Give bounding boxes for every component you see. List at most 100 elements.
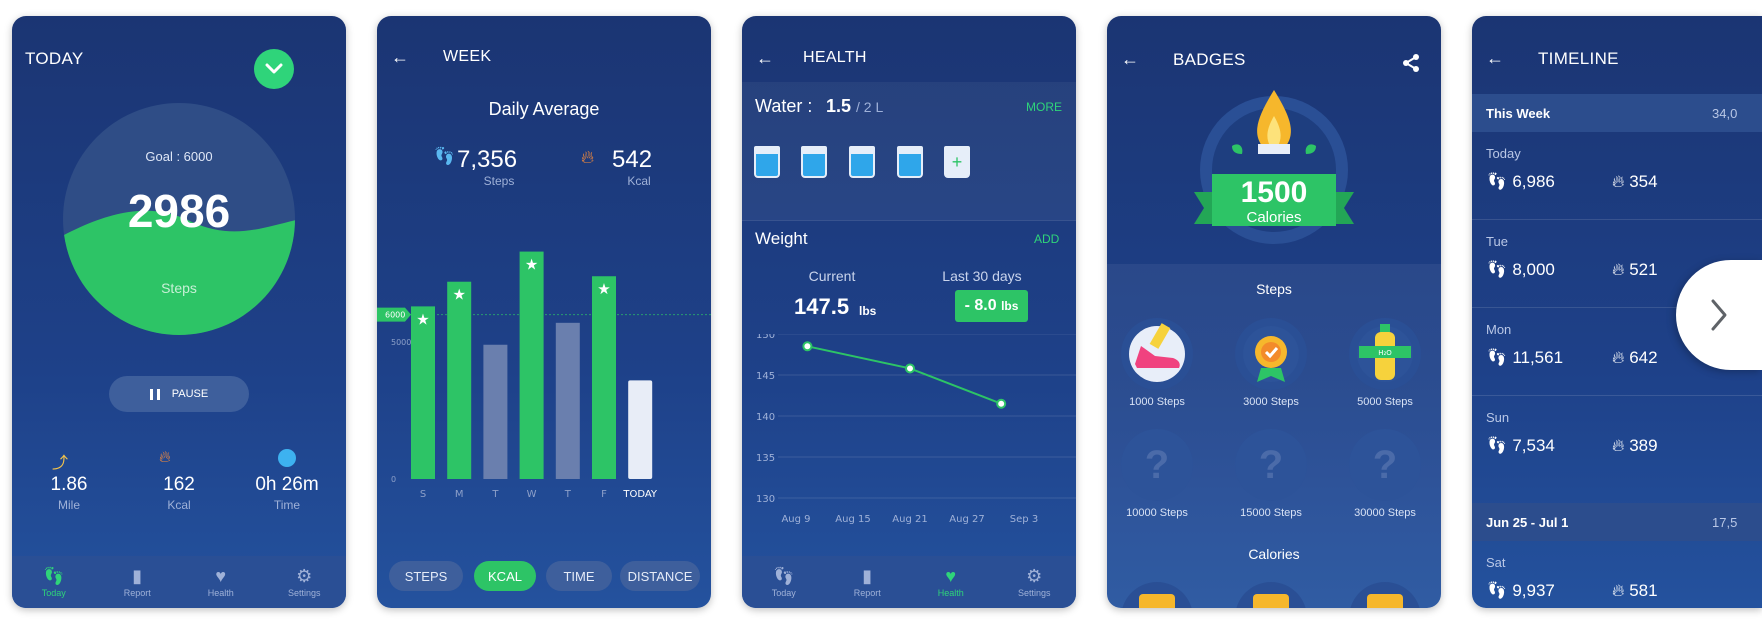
timeline-row[interactable]: Sat 👣︎ 9,937 🔥︎ 581 xyxy=(1472,541,1762,608)
water-glass-full-icon[interactable] xyxy=(897,146,923,178)
distance-icon: ⤴ xyxy=(52,455,69,472)
tab-settings[interactable]: ⚙ Settings xyxy=(263,556,347,608)
steps-section-title: Steps xyxy=(1256,281,1292,297)
locked-badge-icon[interactable]: ? xyxy=(1349,429,1421,501)
x-tick-label: F xyxy=(601,489,607,500)
tab-today[interactable]: 👣︎ Today xyxy=(12,556,96,608)
bottom-tab-bar: 👣︎ Today ▮ Report ♥ Health ⚙ Settings xyxy=(12,556,346,608)
timeline-title: TIMELINE xyxy=(1538,49,1619,68)
badge-1000-steps[interactable] xyxy=(1121,318,1193,390)
x-tick-label: T xyxy=(564,489,572,500)
bar xyxy=(447,281,472,479)
tab-today[interactable]: 👣︎ Today xyxy=(742,556,826,608)
timeline-row[interactable]: Mon 👣︎ 11,561 🔥︎ 642 xyxy=(1472,308,1762,396)
badge-label: 1000 Steps xyxy=(1129,396,1185,408)
flame-icon: 🔥︎ xyxy=(159,449,171,466)
badge-label: 30000 Steps xyxy=(1354,507,1416,519)
x-tick-label: Aug 9 xyxy=(781,514,810,525)
water-label: Water : xyxy=(755,96,813,116)
badges-screen: ← BADGES 1500 Calories Steps H₂O 1000 St xyxy=(1107,16,1441,608)
weight-line-chart: 150 145 140 135 130 Aug 9 Aug 15 Aug 21 Aug 27 Se… xyxy=(756,334,1076,525)
calorie-badge-icon xyxy=(1253,594,1289,608)
steps-label: Steps xyxy=(161,280,197,296)
timer-icon xyxy=(278,449,296,467)
row-day: Mon xyxy=(1486,322,1512,337)
tab-label: Report xyxy=(853,587,881,598)
timeline-row[interactable]: Tue 👣︎ 8,000 🔥︎ 521 xyxy=(1472,220,1762,308)
x-tick-label: Aug 21 xyxy=(892,514,927,525)
tab-report[interactable]: ▮ Report xyxy=(96,556,180,608)
section-total: 34,0 xyxy=(1712,106,1738,121)
divider xyxy=(742,220,1076,221)
timeline-row[interactable]: Sun 👣︎ 7,534 🔥︎ 389 xyxy=(1472,396,1762,484)
back-arrow-icon[interactable]: ← xyxy=(1486,48,1504,68)
back-arrow-icon[interactable]: ← xyxy=(756,48,774,68)
weight-change-value: - 8.0 xyxy=(964,297,997,314)
collapse-button[interactable] xyxy=(254,49,294,89)
avg-steps-label: Steps xyxy=(483,174,515,188)
gear-icon: ⚙ xyxy=(1026,565,1043,586)
current-weight-label: Current xyxy=(808,268,856,284)
water-glass-full-icon[interactable] xyxy=(801,146,827,178)
water-glass-full-icon[interactable] xyxy=(754,146,780,178)
bar-chart-icon: ▮ xyxy=(862,565,873,586)
distance-filter-button[interactable]: DISTANCE xyxy=(620,561,700,591)
locked-badge-icon[interactable]: ? xyxy=(1121,429,1193,501)
heart-icon: ♥ xyxy=(215,565,227,586)
add-weight-link[interactable]: ADD xyxy=(1034,232,1060,246)
kcal-filter-button[interactable]: KCAL xyxy=(474,561,536,591)
x-tick-label: W xyxy=(527,489,537,500)
tab-report[interactable]: ▮ Report xyxy=(826,556,910,608)
row-kcal: 🔥︎ 389 xyxy=(1612,436,1658,456)
x-tick-label: TODAY xyxy=(622,489,658,500)
avg-kcal-label: Kcal xyxy=(627,174,651,188)
water-value: 1.5 xyxy=(826,96,852,116)
water-more-link[interactable]: MORE xyxy=(1026,100,1062,114)
bar xyxy=(555,322,580,479)
back-arrow-icon[interactable]: ← xyxy=(391,47,409,67)
tab-health[interactable]: ♥ Health xyxy=(909,556,993,608)
locked-badge-icon[interactable]: ? xyxy=(1235,429,1307,501)
badge-5000-steps[interactable]: H₂O xyxy=(1349,318,1421,390)
time-filter-button[interactable]: TIME xyxy=(546,561,612,591)
row-day: Today xyxy=(1486,146,1521,161)
tab-label: Health xyxy=(937,587,964,598)
timeline-row[interactable]: Today 👣︎ 6,986 🔥︎ 354 xyxy=(1472,132,1762,220)
badge-3000-steps[interactable] xyxy=(1235,318,1307,390)
carousel-next-button[interactable] xyxy=(1676,260,1762,370)
tab-health[interactable]: ♥ Health xyxy=(179,556,263,608)
x-tick-label: Aug 27 xyxy=(949,514,984,525)
y-tick-label: 135 xyxy=(756,453,775,464)
badge-label: 10000 Steps xyxy=(1126,507,1188,519)
pause-button[interactable]: PAUSE xyxy=(109,376,249,412)
bar-chart-icon: ▮ xyxy=(132,565,143,586)
y-tick-label: 5000 xyxy=(391,338,411,347)
row-kcal: 🔥︎ 354 xyxy=(1612,172,1658,192)
pause-label: PAUSE xyxy=(171,388,209,400)
add-water-glass-icon[interactable]: + xyxy=(944,146,970,178)
water-glass-full-icon[interactable] xyxy=(849,146,875,178)
star-icon: ★ xyxy=(452,286,465,304)
steps-filter-button[interactable]: STEPS xyxy=(389,561,463,591)
tab-label: Settings xyxy=(287,587,321,598)
kcal-label: Kcal xyxy=(167,498,191,512)
daily-average-title: Daily Average xyxy=(488,99,600,119)
share-icon[interactable] xyxy=(1401,53,1421,73)
avg-steps-value: 7,356 xyxy=(457,146,518,173)
y-tick-label: 150 xyxy=(756,334,775,341)
chevron-right-icon xyxy=(1711,299,1727,331)
back-arrow-icon[interactable]: ← xyxy=(1121,49,1139,69)
x-tick-label: M xyxy=(455,489,464,500)
hero-badge-label: Calories xyxy=(1246,209,1302,226)
row-kcal-value: 354 xyxy=(1629,172,1658,191)
footprints-icon: 👣︎ xyxy=(433,146,456,166)
sneaker-icon xyxy=(1129,323,1185,382)
x-tick-label: Aug 15 xyxy=(835,514,870,525)
footprints-icon: 👣︎ xyxy=(1486,172,1513,191)
row-kcal: 🔥︎ 642 xyxy=(1612,348,1658,368)
flame-icon: 🔥︎ xyxy=(1612,581,1630,600)
tab-settings[interactable]: ⚙ Settings xyxy=(993,556,1077,608)
weight-change-unit: lbs xyxy=(1001,299,1019,313)
calories-section-title: Calories xyxy=(1248,546,1300,562)
